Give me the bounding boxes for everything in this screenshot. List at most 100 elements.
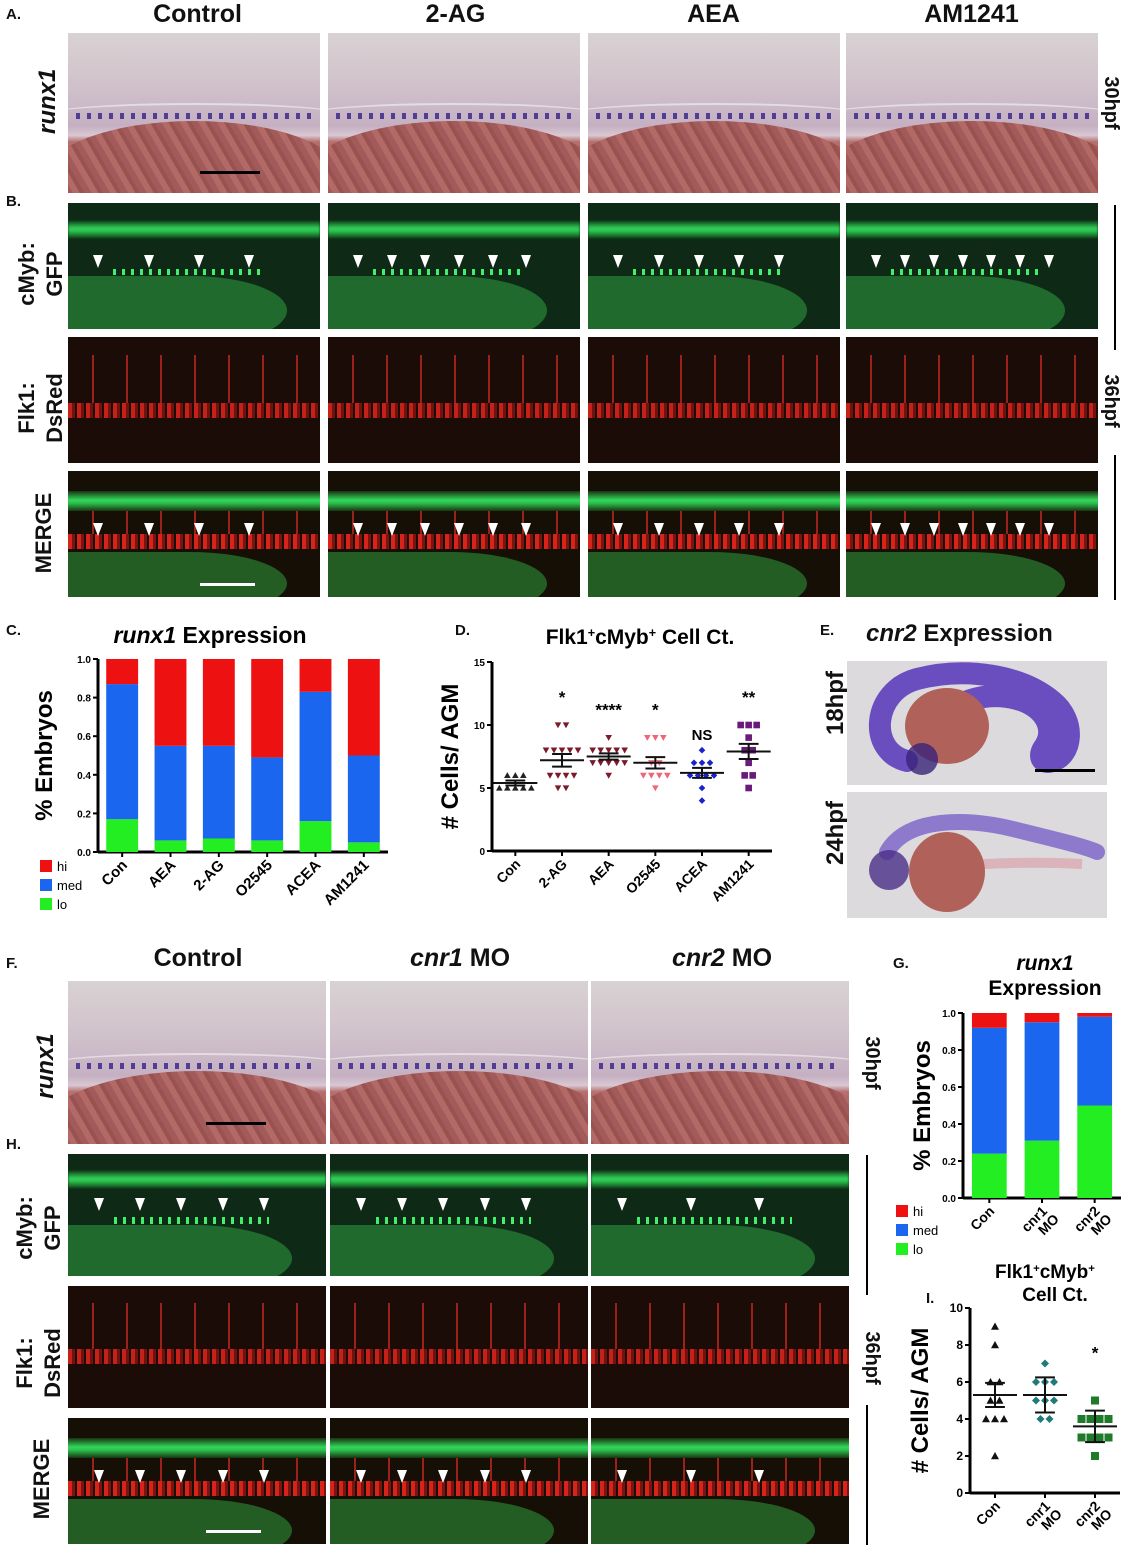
- legend-swatch-lo: [40, 898, 52, 910]
- arrowhead-icon: [686, 1470, 696, 1483]
- row-label-h-cmyb: cMyb:: [12, 1196, 37, 1260]
- data-point: [686, 772, 694, 779]
- arrowhead-icon: [986, 255, 996, 268]
- bar-segment-med: [154, 745, 187, 841]
- image-h-merge-2: [591, 1418, 849, 1544]
- bar-segment-lo: [1024, 1140, 1060, 1198]
- bar-segment-med: [347, 755, 380, 843]
- data-point: [1095, 1433, 1104, 1442]
- bar-segment-med: [202, 745, 235, 839]
- arrowhead-icon: [397, 1198, 407, 1211]
- intersegmental-vessels: [846, 511, 1098, 534]
- bar-segment-med: [106, 684, 139, 820]
- scale-bar: [200, 583, 255, 586]
- chart-c-runx1-expression: 0.0 0.2 0.4 0.6 0.8 1.0 % Embryos Con AEA 2-AG O25…: [31, 622, 388, 912]
- data-point: [660, 734, 667, 741]
- chart-g-runx1-expression: 0.0 0.2 0.4 0.6 0.8 1.0 % Embryos Con cnr1MO cnr2…: [896, 952, 1121, 1257]
- row-label-flk1: Flk1:: [14, 382, 39, 434]
- data-point: [995, 1378, 1004, 1386]
- dorsal-aorta-signal: [846, 534, 1098, 550]
- arrowhead-icon: [488, 523, 498, 536]
- row-label-h-dsred: DsRed: [40, 1328, 65, 1398]
- bar-segment-lo: [299, 821, 332, 852]
- neural-tube-signal: [330, 1438, 588, 1459]
- neural-tube-signal: [68, 220, 320, 239]
- x-tick-label: cnr2MO: [1071, 1496, 1115, 1540]
- data-point: [520, 784, 527, 791]
- yolk-autofluorescence: [328, 276, 548, 329]
- data-point: [1095, 1415, 1104, 1423]
- neural-tube-signal: [328, 220, 580, 239]
- legend-label-med: med: [913, 1223, 938, 1238]
- data-point: [737, 721, 744, 729]
- data-point: [504, 784, 511, 791]
- bar-segment-med: [1077, 1016, 1113, 1106]
- arrowhead-icon: [259, 1470, 269, 1483]
- panel-label-c: C.: [6, 622, 21, 639]
- arrowhead-icon: [420, 523, 430, 536]
- chart-title-gene: runx1: [1016, 952, 1073, 975]
- image-h-cmyb-gfp-0: [68, 1154, 326, 1276]
- intersegmental-vessels: [68, 511, 320, 534]
- row-label-h-flk1: Flk1:: [12, 1337, 37, 1389]
- x-tick-label: AM1241: [321, 857, 373, 909]
- image-cmyb-gfp-0: [68, 203, 320, 329]
- arrowhead-icon: [521, 255, 531, 268]
- image-runx1-ish-mo-0: [68, 981, 326, 1144]
- dorsal-aorta-signal: [846, 402, 1098, 418]
- x-tick-label: Con: [493, 856, 524, 887]
- panel-label-h: H.: [6, 1136, 21, 1153]
- arrowhead-icon: [218, 1470, 228, 1483]
- yolk-extension: [846, 121, 1098, 193]
- arrowhead-icon: [144, 255, 154, 268]
- chart-title-sup2: +: [1088, 1263, 1095, 1275]
- intersegmental-vessels: [591, 1458, 849, 1481]
- arrowhead-icon: [1015, 255, 1025, 268]
- data-point: [566, 747, 574, 754]
- bar-segment-hi: [251, 659, 284, 758]
- x-tick-label-line: ACEA: [671, 856, 710, 895]
- y-tick-label: 0.4: [77, 771, 91, 782]
- row-label-merge: MERGE: [31, 492, 56, 574]
- column-title-cnr1-suffix: MO: [462, 944, 511, 972]
- x-tick-label: cnr1MO: [1021, 1496, 1065, 1540]
- arrowhead-icon: [774, 255, 784, 268]
- data-point: [1032, 1378, 1040, 1386]
- data-point: [558, 747, 566, 754]
- chart-title-line2: Cell Ct.: [1022, 1285, 1087, 1306]
- row-label-h-cmyb-gfp: cMyb: GFP: [11, 1183, 67, 1273]
- chart-title: runx1 Expression: [988, 952, 1101, 1000]
- data-point: [652, 785, 659, 792]
- column-title-f-control: Control: [68, 944, 328, 973]
- arrowhead-icon: [397, 1470, 407, 1483]
- data-point: [698, 759, 706, 767]
- notochord-band: [328, 103, 580, 134]
- y-tick-label: 0.0: [77, 848, 91, 859]
- data-point: [1045, 1415, 1054, 1423]
- arrowhead-icon: [613, 255, 623, 268]
- x-tick-label-line: AEA: [585, 856, 617, 888]
- data-point: [640, 772, 647, 779]
- image-cmyb-gfp-1: [328, 203, 580, 329]
- data-point: [745, 734, 752, 741]
- arrowhead-icon: [986, 523, 996, 536]
- scale-bar: [1035, 769, 1095, 772]
- arrowhead-icon: [1015, 523, 1025, 536]
- intersegmental-vessels: [591, 1303, 849, 1350]
- intersegmental-vessels: [68, 354, 320, 403]
- chart-title-mid: cMyb: [595, 626, 649, 649]
- significance-label: NS: [692, 727, 713, 744]
- row-label-flk1-dsred: Flk1: DsRed: [13, 363, 69, 453]
- bar-segment-lo: [971, 1153, 1007, 1198]
- bar-segment-hi: [154, 659, 187, 746]
- arrowhead-icon: [694, 255, 704, 268]
- x-tick-label: O2545: [232, 857, 276, 901]
- y-tick-label: 0.4: [942, 1120, 956, 1131]
- bar-segment-med: [971, 1027, 1007, 1154]
- scale-bar: [200, 171, 260, 174]
- notochord-band: [68, 103, 320, 134]
- arrowhead-icon: [420, 255, 430, 268]
- image-flk1-dsred-2: [588, 337, 840, 463]
- data-point: [589, 747, 596, 754]
- image-runx1-ish-0: [68, 33, 320, 193]
